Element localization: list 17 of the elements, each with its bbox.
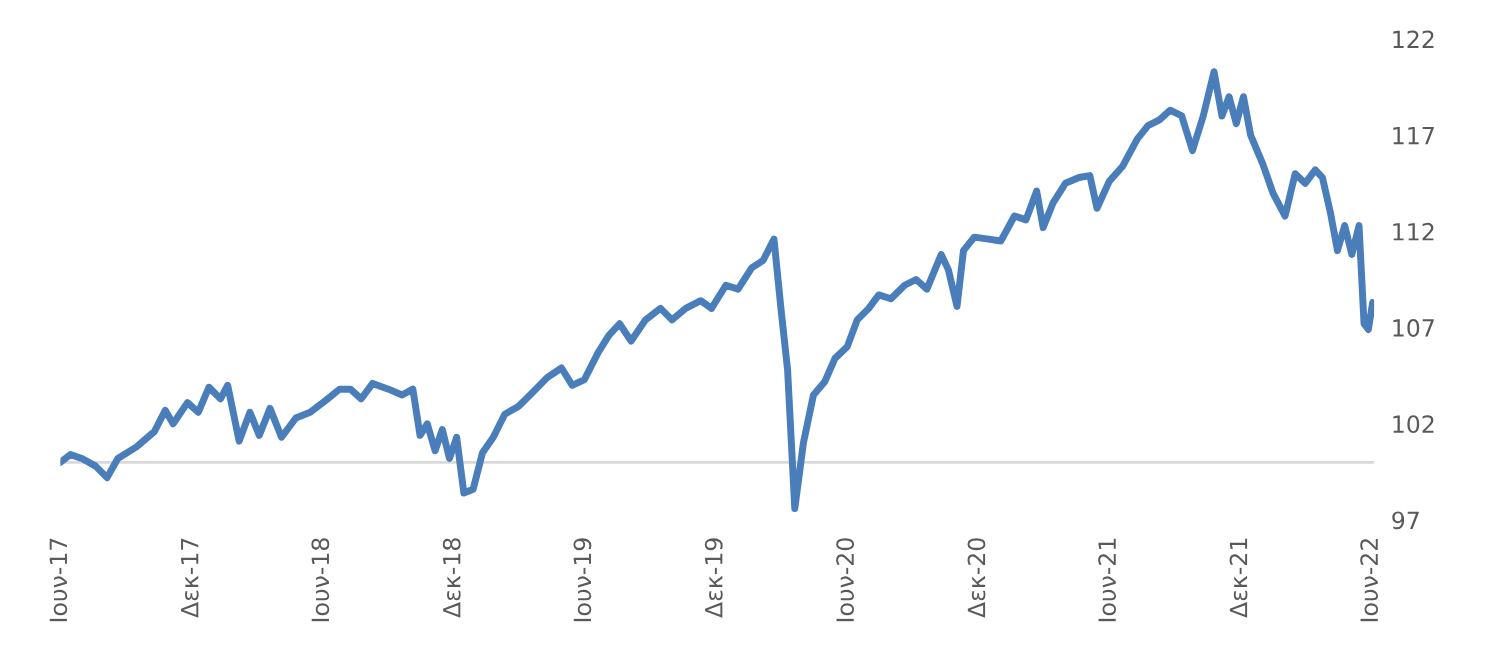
- y-tick-label: 117: [1393, 126, 1434, 145]
- x-tick-label: Δεκ-19: [704, 538, 723, 618]
- x-tick-label: Ιουν-17: [49, 538, 68, 622]
- y-tick-label: 97: [1392, 511, 1419, 530]
- x-tick-label: Ιουν-19: [573, 538, 592, 622]
- x-tick-label: Δεκ-17: [181, 538, 199, 618]
- x-tick-label: Ιουν-20: [836, 538, 855, 622]
- x-tick-label: Ιουν-22: [1360, 539, 1379, 622]
- x-tick-label: Ιουν-21: [1098, 538, 1117, 622]
- x-tick-label: Δεκ-21: [1229, 538, 1248, 618]
- x-tick-label: Ιουν-18: [311, 538, 330, 622]
- y-tick-label: 102: [1393, 415, 1434, 434]
- y-tick-label: 112: [1393, 222, 1434, 241]
- y-tick-label: 107: [1393, 319, 1434, 337]
- x-tick-label: Δεκ-18: [442, 538, 461, 618]
- x-tick-label: Δεκ-20: [967, 538, 986, 618]
- y-tick-label: 122: [1393, 30, 1434, 48]
